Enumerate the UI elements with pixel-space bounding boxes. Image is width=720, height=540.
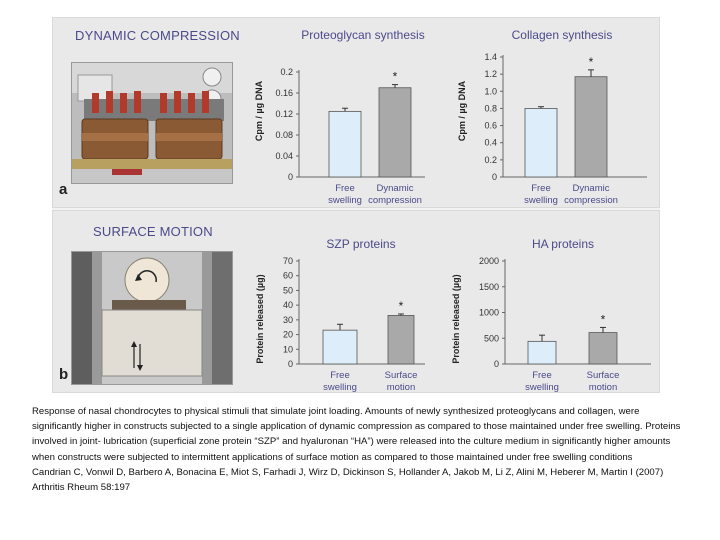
panel-b-letter: b — [59, 366, 69, 383]
panel-b-title: SURFACE MOTION — [93, 224, 213, 239]
bar — [322, 329, 358, 365]
y-axis-label: Cpm / µg DNA — [457, 80, 467, 141]
x-category-label: swelling — [524, 195, 558, 206]
y-tick-label: 1.2 — [484, 69, 497, 79]
x-category-label: compression — [368, 195, 422, 206]
y-tick-label: 10 — [283, 344, 293, 354]
bar — [574, 76, 608, 178]
compression-device-image — [72, 63, 232, 183]
caption-citation: Candrian C, Vonwil D, Barbero A, Bonacin… — [32, 466, 664, 494]
bar — [387, 315, 415, 365]
panel-b: SURFACE MOTION b SZP proteins Protei — [52, 210, 660, 393]
y-tick-label: 70 — [283, 256, 293, 266]
significance-star: * — [601, 312, 606, 326]
y-tick-label: 40 — [283, 300, 293, 310]
chart-title: SZP proteins — [326, 237, 395, 251]
x-category-label: Surface — [385, 370, 418, 381]
x-category-label: Free — [531, 183, 551, 194]
bar — [328, 110, 362, 178]
y-tick-label: 20 — [283, 330, 293, 340]
y-tick-label: 1000 — [479, 308, 499, 318]
panel-a-letter: a — [59, 181, 68, 198]
y-axis-label: Cpm / µg DNA — [254, 80, 264, 141]
y-tick-label: 0 — [494, 359, 499, 369]
x-category-label: Surface — [587, 370, 620, 381]
y-axis-label: Protein released (µg) — [255, 274, 265, 363]
y-tick-label: 1.0 — [484, 86, 497, 96]
x-category-label: swelling — [525, 382, 559, 393]
y-tick-label: 30 — [283, 315, 293, 325]
y-tick-label: 500 — [484, 333, 499, 343]
y-tick-label: 0 — [288, 359, 293, 369]
chart-title: HA proteins — [532, 237, 594, 251]
bar — [378, 87, 412, 178]
y-tick-label: 0 — [492, 172, 497, 182]
x-category-label: compression — [564, 195, 618, 206]
x-category-label: Free — [532, 370, 552, 381]
bar — [588, 332, 618, 365]
y-tick-label: 0.04 — [275, 151, 293, 161]
y-tick-label: 0 — [288, 172, 293, 182]
chart-title: Collagen synthesis — [512, 28, 613, 42]
y-tick-label: 0.4 — [484, 138, 497, 148]
y-tick-label: 0.16 — [275, 88, 293, 98]
y-tick-label: 0.08 — [275, 130, 293, 140]
panel-a: DYNAMIC COMPRESSION a — [52, 17, 660, 208]
caption-text: Response of nasal chondrocytes to physic… — [32, 406, 681, 463]
y-axis-label: Protein released (µg) — [451, 274, 461, 363]
x-category-label: Dynamic — [377, 183, 414, 194]
panel-a-title: DYNAMIC COMPRESSION — [75, 28, 240, 43]
x-category-label: swelling — [328, 195, 362, 206]
y-tick-label: 0.8 — [484, 103, 497, 113]
figure: DYNAMIC COMPRESSION a — [52, 17, 660, 393]
significance-star: * — [393, 70, 398, 84]
x-category-label: Free — [330, 370, 350, 381]
x-category-label: motion — [387, 382, 416, 393]
szp-chart: SZP proteins Protein released (µg) 0 10 20… — [255, 237, 425, 393]
bar — [524, 108, 558, 178]
ha-chart: HA proteins Protein released (µg) 0 500 10… — [451, 237, 651, 393]
y-tick-label: 0.2 — [484, 155, 497, 165]
x-category-label: Free — [335, 183, 355, 194]
significance-star: * — [399, 299, 404, 313]
chart-title: Proteoglycan synthesis — [301, 28, 424, 42]
y-tick-label: 0.12 — [275, 109, 293, 119]
collagen-chart: Collagen synthesis Cpm / µg DNA 0 0.2 0.4 0… — [457, 28, 647, 206]
x-category-label: swelling — [323, 382, 357, 393]
bar — [527, 340, 557, 365]
y-tick-label: 0.6 — [484, 121, 497, 131]
surface-motion-device-photo — [71, 251, 233, 385]
compression-device-photo — [71, 62, 233, 184]
proteoglycan-chart: Proteoglycan synthesis Cpm / µg DNA 0 0.0… — [254, 28, 425, 206]
y-tick-label: 0.2 — [280, 67, 293, 77]
y-tick-label: 1500 — [479, 282, 499, 292]
figure-caption: Response of nasal chondrocytes to physic… — [32, 404, 682, 495]
y-tick-label: 60 — [283, 271, 293, 281]
y-tick-label: 50 — [283, 285, 293, 295]
x-category-label: Dynamic — [573, 183, 610, 194]
y-tick-label: 1.4 — [484, 52, 497, 62]
surface-motion-device-image — [72, 252, 232, 384]
y-tick-label: 2000 — [479, 256, 499, 266]
x-category-label: motion — [589, 382, 618, 393]
significance-star: * — [589, 55, 594, 69]
